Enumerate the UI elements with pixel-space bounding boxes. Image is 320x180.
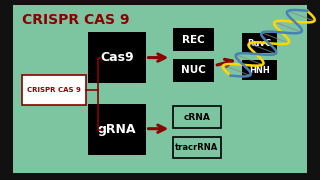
Bar (173, 28, 214, 51)
Bar (22, 75, 86, 105)
Bar (173, 106, 221, 128)
Text: CRISPR CAS 9: CRISPR CAS 9 (22, 13, 130, 27)
Text: cRNA: cRNA (183, 112, 210, 122)
Text: gRNA: gRNA (98, 123, 136, 136)
Text: tracrRNA: tracrRNA (175, 143, 219, 152)
Bar (88, 104, 146, 155)
Bar (173, 58, 214, 82)
Bar (88, 32, 146, 83)
Text: Cas9: Cas9 (100, 51, 134, 64)
Text: HNH: HNH (249, 66, 269, 75)
Bar (242, 33, 277, 53)
Text: NUC: NUC (181, 65, 206, 75)
Bar (242, 60, 277, 80)
Text: CRISPR CAS 9: CRISPR CAS 9 (28, 87, 81, 93)
Bar (173, 137, 221, 158)
Text: RuvC: RuvC (247, 39, 271, 48)
Text: REC: REC (182, 35, 205, 45)
